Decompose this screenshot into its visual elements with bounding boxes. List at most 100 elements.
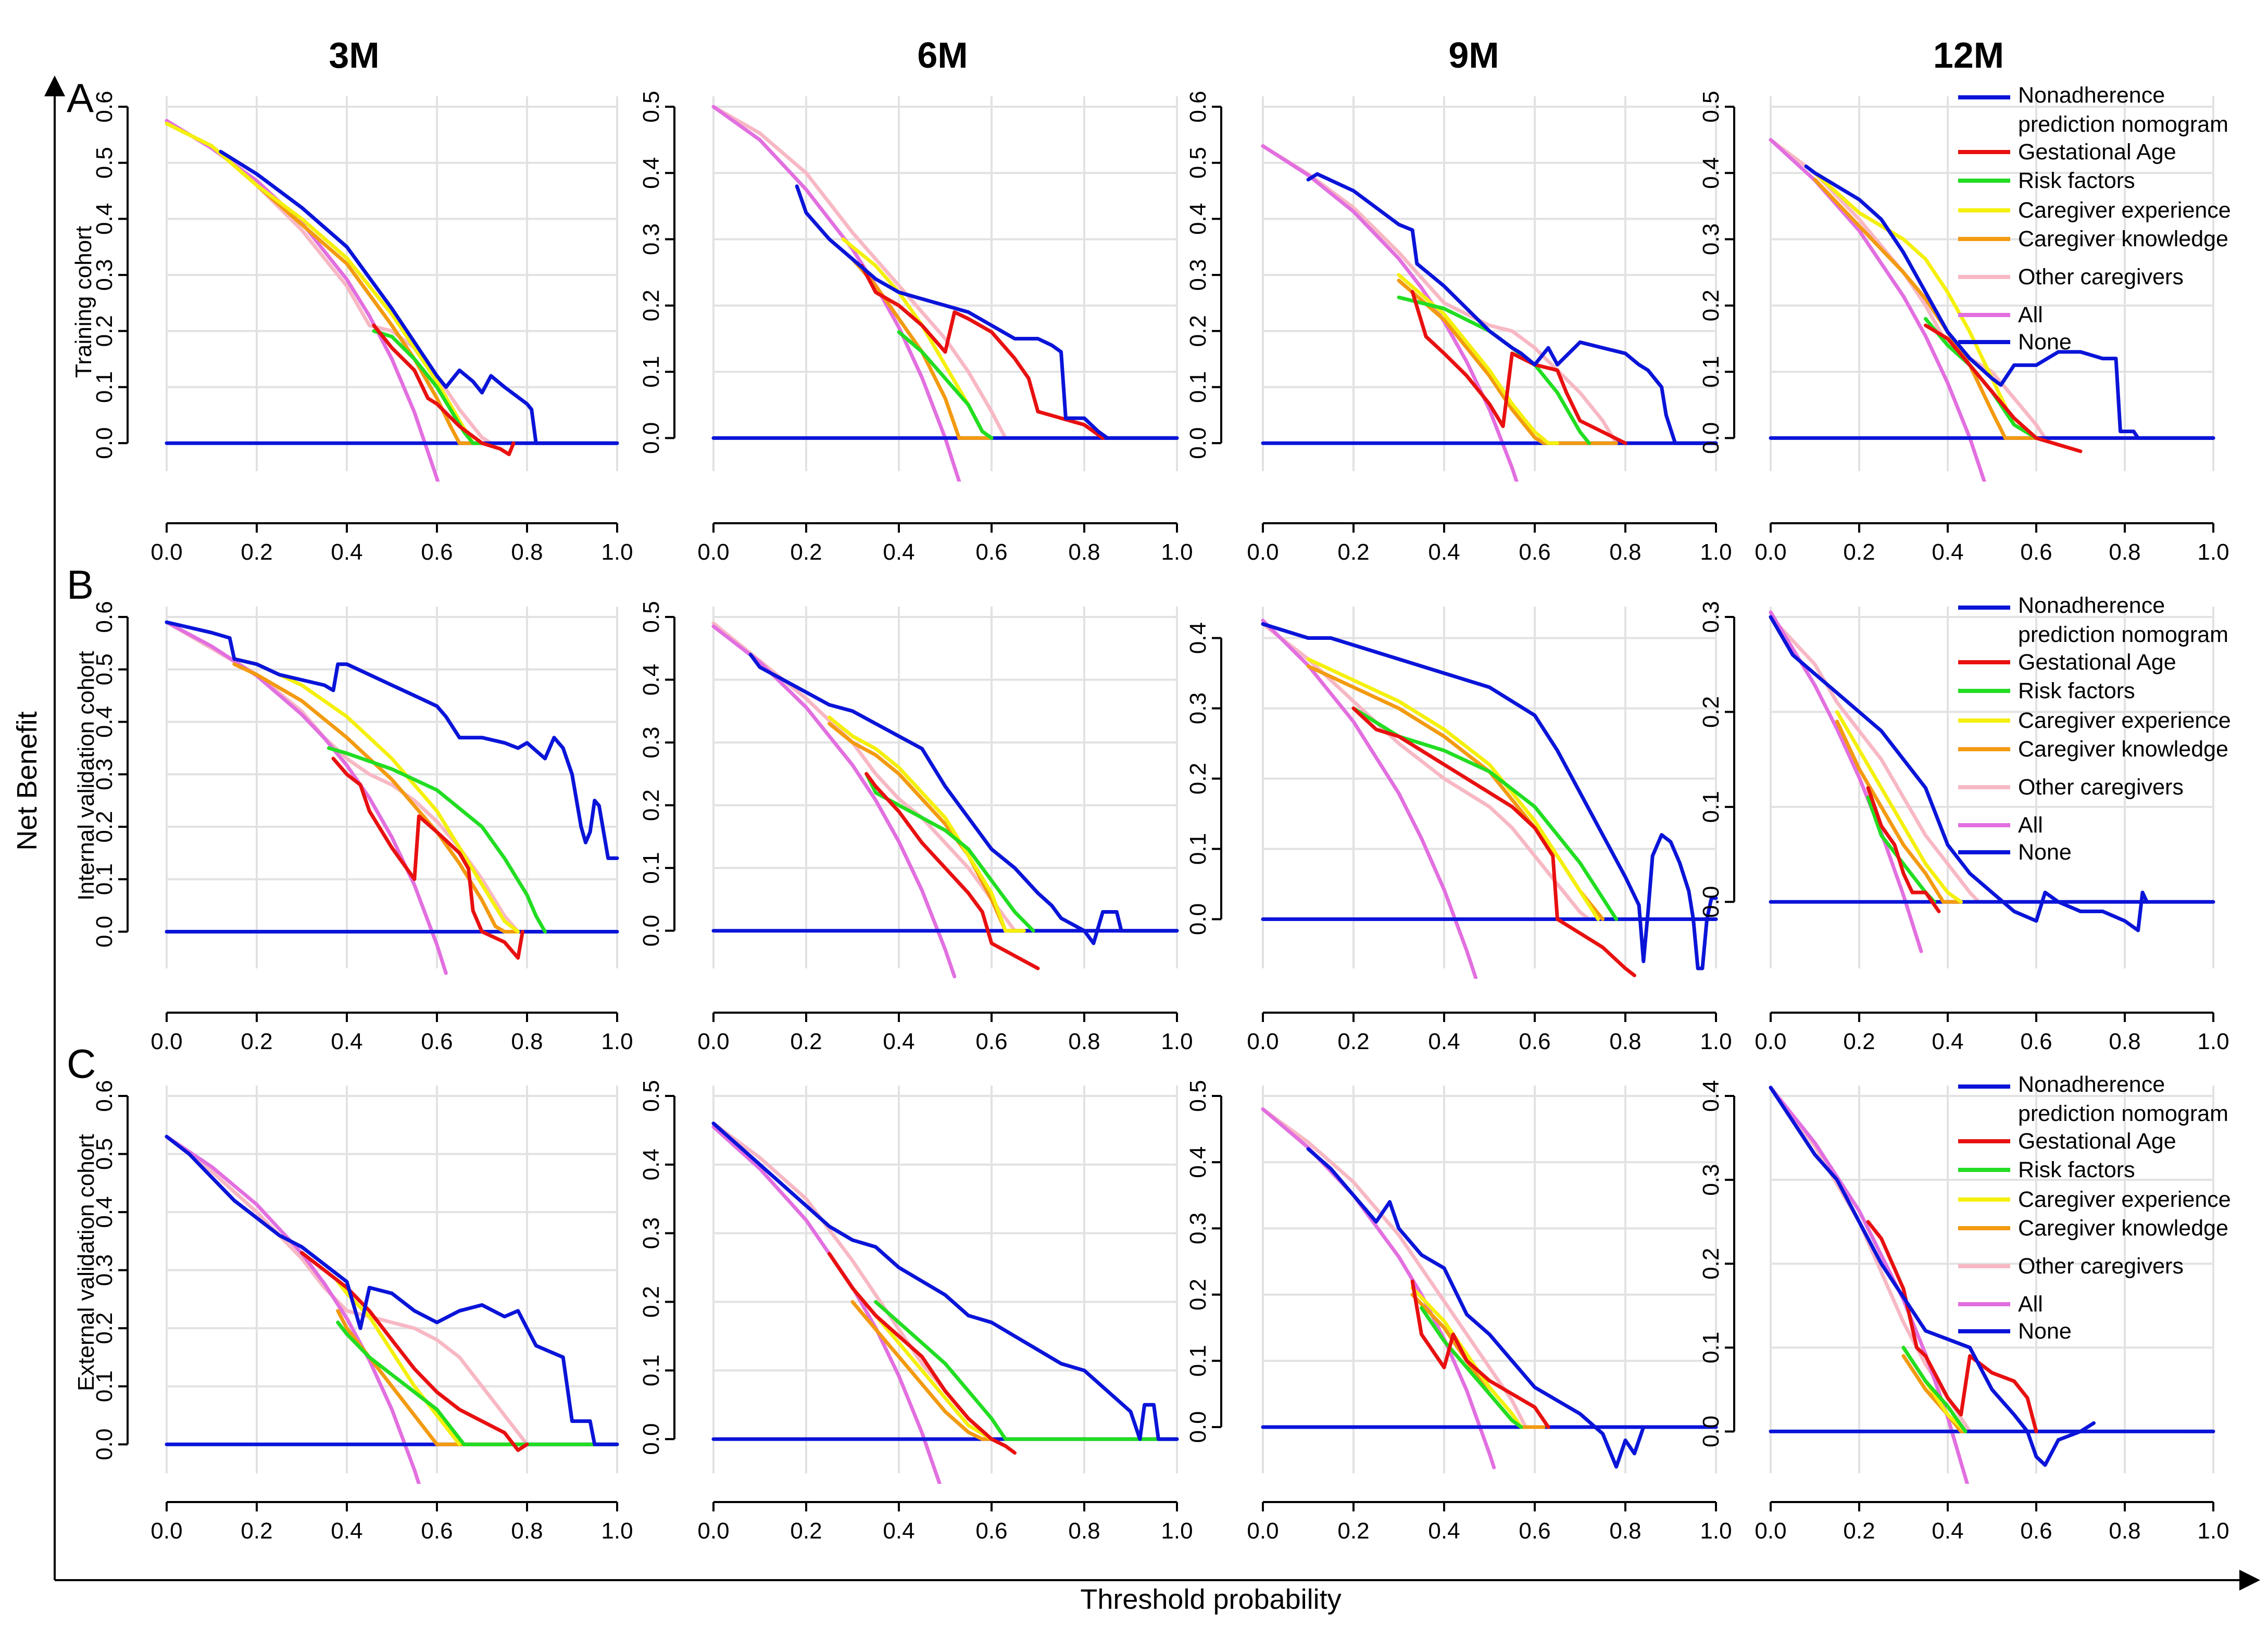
series-line-gestational-age	[828, 1252, 1017, 1455]
series-group	[165, 1134, 619, 1484]
y-tick-label: 0.2	[1185, 315, 1211, 347]
legend-label-other-caregivers: Other caregivers	[2018, 775, 2184, 800]
series-line-other-caregivers	[1261, 144, 1718, 445]
x-tick-label: 0.8	[511, 1518, 543, 1544]
legend-label-caregiver-knowledge: Caregiver knowledge	[2018, 737, 2228, 762]
series-line-other-caregivers	[165, 121, 619, 445]
legend-label-none: None	[2018, 330, 2072, 355]
x-tick-label: 0.0	[697, 1029, 729, 1054]
y-tick-label: 0.5	[92, 1138, 117, 1170]
series-line-all	[1769, 610, 1923, 953]
series-group	[711, 621, 1179, 979]
legend-label-gestational-age: Gestational Age	[2018, 650, 2176, 675]
series-line-caregiver-experience	[1306, 657, 1600, 921]
series-line-nonadherence-prediction-nomogram	[165, 620, 619, 860]
x-tick-label: 0.0	[697, 539, 729, 565]
x-tick-label: 0.8	[1068, 539, 1100, 565]
x-tick-label: 0.8	[511, 539, 543, 565]
series-line-caregiver-experience	[336, 1280, 461, 1446]
legend-label-other-caregivers: Other caregivers	[2018, 1254, 2184, 1279]
series-line-risk-factors	[327, 746, 547, 934]
series-line-gestational-age	[1866, 1220, 2038, 1433]
series-line-other-caregivers	[1769, 615, 2215, 904]
panel-internal-validation-cohort-3m: 0.0 0.2 0.4 0.6 0.8 1.0 0.0 0.1 0.2 0.3 0.4 0.5 0.6	[92, 601, 633, 1054]
series-line-gestational-age	[1410, 1279, 1550, 1429]
y-tick-label: 0.4	[1185, 1146, 1211, 1178]
y-tick-label: 0.3	[92, 259, 117, 291]
x-tick-label: 0.6	[1519, 1518, 1550, 1544]
legend-label-none: None	[2018, 840, 2072, 865]
x-tick-label: 0.8	[1609, 539, 1641, 565]
series-line-caregiver-experience	[1397, 273, 1559, 445]
x-tick-label: 0.0	[151, 539, 182, 565]
y-tick-label: 0.4	[638, 1149, 664, 1180]
x-tick-label: 1.0	[1161, 1029, 1193, 1054]
legend-label-nonadherence-prediction-nomogram: Nonadherence prediction nomogram	[2018, 593, 2228, 647]
panel-training-cohort-12m: 0.0 0.2 0.4 0.6 0.8 1.0 0.0 0.1 0.2 0.3 0.4 0.5 Nona…	[1698, 83, 2231, 565]
series-line-other-caregivers	[1261, 1107, 1718, 1429]
y-tick-label: 0.3	[638, 223, 664, 255]
series-line-nonadherence-prediction-nomogram	[748, 652, 1179, 945]
series-line-caregiver-knowledge	[232, 662, 520, 934]
x-tick-label: 1.0	[1700, 539, 1732, 565]
legend-label-none: None	[2018, 1319, 2072, 1344]
x-tick-label: 1.0	[601, 1518, 633, 1544]
y-axis-title: Net Benefit	[11, 711, 43, 850]
series-group	[1261, 144, 1718, 482]
x-tick-label: 0.0	[1247, 1029, 1279, 1054]
legend-label-gestational-age: Gestational Age	[2018, 1129, 2176, 1154]
series-line-caregiver-experience	[828, 715, 1026, 933]
legend: Nonadherence prediction nomogram Gestation…	[1958, 593, 2231, 865]
series-line-gestational-age	[300, 1251, 529, 1452]
legend-label-caregiver-experience: Caregiver experience	[2018, 708, 2231, 733]
x-tick-label: 1.0	[2197, 539, 2229, 565]
series-group	[711, 105, 1179, 482]
row-letter-c: C	[67, 1041, 96, 1087]
panel-external-validation-cohort-12m: 0.0 0.2 0.4 0.6 0.8 1.0 0.0 0.1 0.2 0.3 0.4 Nonadhe…	[1698, 1072, 2231, 1544]
x-tick-label: 0.2	[790, 1518, 822, 1544]
panel-internal-validation-cohort-6m: 0.0 0.2 0.4 0.6 0.8 1.0 0.0 0.1 0.2 0.3 0.4 0.5	[638, 601, 1193, 1054]
y-tick-label: 0.5	[638, 91, 664, 122]
y-tick-label: 0.6	[1185, 91, 1211, 122]
legend-label-nonadherence-prediction-nomogram: Nonadherence prediction nomogram	[2018, 1072, 2228, 1126]
y-tick-label: 0.2	[92, 1313, 117, 1344]
x-tick-label: 0.4	[1932, 1029, 1963, 1054]
series-line-all	[1769, 138, 1987, 482]
column-title-3m: 3M	[329, 35, 379, 75]
legend-label-all: All	[2018, 813, 2043, 838]
series-line-all	[711, 1125, 942, 1484]
series-line-gestational-age	[860, 264, 1105, 440]
y-tick-label: 0.3	[92, 1254, 117, 1286]
panel-training-cohort-6m: 0.0 0.2 0.4 0.6 0.8 1.0 0.0 0.1 0.2 0.3 0.4 0.5	[638, 91, 1193, 565]
panel-training-cohort-9m: 0.0 0.2 0.4 0.6 0.8 1.0 0.0 0.1 0.2 0.3 0.4 0.5 0.6	[1185, 91, 1732, 565]
x-tick-label: 0.2	[1843, 1029, 1875, 1054]
series-line-nonadherence-prediction-nomogram	[1306, 1147, 1646, 1469]
series-group	[1261, 1107, 1718, 1470]
y-tick-label: 0.5	[92, 147, 117, 179]
x-tick-label: 0.8	[2109, 1518, 2140, 1544]
x-tick-label: 0.2	[1337, 539, 1369, 565]
y-tick-label: 0.6	[92, 1080, 117, 1112]
series-line-nonadherence-prediction-nomogram	[219, 149, 619, 445]
legend: Nonadherence prediction nomogram Gestation…	[1958, 83, 2231, 355]
x-tick-label: 0.6	[975, 1518, 1007, 1544]
series-line-nonadherence-prediction-nomogram	[1769, 615, 2149, 932]
series-group	[1769, 610, 2215, 953]
y-tick-label: 0.6	[92, 91, 117, 122]
column-title-6m: 6M	[917, 35, 968, 75]
x-tick-label: 0.8	[1609, 1029, 1641, 1054]
x-tick-label: 0.2	[1337, 1029, 1369, 1054]
y-tick-label: 0.4	[1185, 203, 1211, 235]
y-tick-label: 0.1	[1185, 371, 1211, 403]
y-tick-label: 0.0	[92, 427, 117, 459]
y-tick-label: 0.0	[1698, 422, 1724, 454]
series-line-all	[165, 620, 448, 975]
series-line-risk-factors	[874, 1300, 1179, 1441]
y-tick-label: 0.3	[638, 1217, 664, 1249]
legend-label-caregiver-experience: Caregiver experience	[2018, 1187, 2231, 1212]
y-tick-label: 0.3	[1698, 601, 1724, 633]
y-tick-label: 0.4	[1698, 1080, 1724, 1112]
y-tick-label: 0.1	[638, 1355, 664, 1386]
y-tick-label: 0.0	[92, 916, 117, 948]
y-tick-label: 0.4	[638, 664, 664, 696]
